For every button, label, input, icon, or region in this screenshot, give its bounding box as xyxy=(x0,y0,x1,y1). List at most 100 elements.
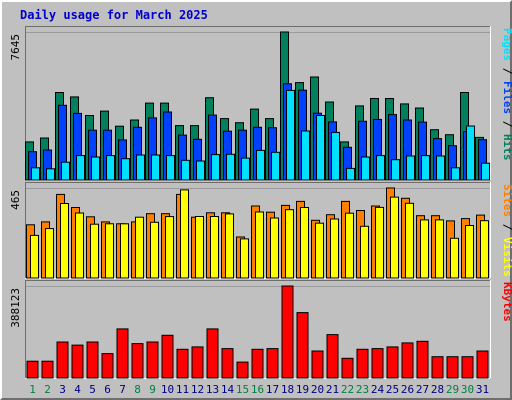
kbytes-bar-day-15 xyxy=(236,361,249,379)
day-label-18: 18 xyxy=(281,383,294,396)
day-label-7: 7 xyxy=(119,383,126,396)
kbytes-bar-day-2 xyxy=(41,360,54,379)
visits-bar-day-1 xyxy=(30,234,39,279)
pages-bar-day-22 xyxy=(346,167,355,181)
pages-bar-day-28 xyxy=(436,155,445,181)
kbytes-bar-day-12 xyxy=(191,346,204,379)
visits-bar-day-11 xyxy=(180,189,189,279)
day-label-12: 12 xyxy=(191,383,204,396)
kbytes-bar-day-18 xyxy=(281,285,294,379)
day-label-11: 11 xyxy=(176,383,189,396)
visits-bar-day-9 xyxy=(150,221,159,279)
pages-bar-day-10 xyxy=(166,155,175,181)
visits-bar-day-12 xyxy=(195,216,204,279)
kbytes-bar-day-23 xyxy=(356,348,369,379)
day-label-16: 16 xyxy=(251,383,264,396)
day-label-25: 25 xyxy=(386,383,399,396)
kbytes-bar-day-7 xyxy=(116,328,129,379)
visits-bar-day-19 xyxy=(300,207,309,279)
day-label-14: 14 xyxy=(221,383,235,396)
kbytes-bar-day-29 xyxy=(446,356,459,379)
day-label-22: 22 xyxy=(341,383,354,396)
day-label-2: 2 xyxy=(44,383,51,396)
kbytes-bar-day-22 xyxy=(341,357,354,379)
pages-bar-day-11 xyxy=(181,159,190,181)
kbytes-bar-day-24 xyxy=(371,348,384,379)
kbytes-bar-day-16 xyxy=(251,348,264,379)
legend-sites: Sites xyxy=(501,184,512,217)
pages-bar-day-1 xyxy=(31,167,40,181)
day-label-23: 23 xyxy=(356,383,369,396)
pages-bar-day-21 xyxy=(331,131,340,181)
panel-middle-legend: Sites / Visits xyxy=(501,184,512,277)
legend-separator: / xyxy=(501,217,512,231)
day-label-10: 10 xyxy=(161,383,174,396)
kbytes-bar-day-14 xyxy=(221,348,234,379)
visits-bar-day-7 xyxy=(120,223,129,279)
visits-bar-day-8 xyxy=(135,216,144,279)
kbytes-bar-day-11 xyxy=(176,348,189,379)
day-label-21: 21 xyxy=(326,383,339,396)
legend-visits: Visits xyxy=(501,230,512,276)
visits-bar-day-30 xyxy=(465,225,474,279)
panel-top-legend: Pages / Files / Hits xyxy=(501,28,512,161)
visits-bar-day-17 xyxy=(270,217,279,279)
visits-bar-day-18 xyxy=(285,209,294,279)
pages-bar-day-19 xyxy=(301,130,310,181)
day-label-30: 30 xyxy=(461,383,474,396)
day-label-31: 31 xyxy=(476,383,489,396)
pages-bar-day-18 xyxy=(286,89,295,181)
visits-bar-day-10 xyxy=(165,216,174,279)
pages-bar-day-17 xyxy=(271,151,280,181)
visits-bar-day-26 xyxy=(405,202,414,279)
visits-bar-day-5 xyxy=(90,223,99,279)
legend-pages: Pages xyxy=(501,28,512,61)
pages-bar-day-20 xyxy=(316,115,325,181)
pages-bar-day-12 xyxy=(196,160,205,181)
pages-bar-day-23 xyxy=(361,156,370,181)
panel-bottom-legend: KBytes xyxy=(501,282,512,322)
visits-bar-day-13 xyxy=(210,216,219,279)
day-label-3: 3 xyxy=(59,383,66,396)
pages-bar-day-7 xyxy=(121,158,130,181)
kbytes-bar-day-27 xyxy=(416,340,429,379)
day-label-8: 8 xyxy=(134,383,141,396)
panel-bottom-ymax-label: 388123 xyxy=(9,288,22,328)
kbytes-bar-day-8 xyxy=(131,343,144,379)
legend-kbytes: KBytes xyxy=(501,282,512,322)
pages-bar-day-14 xyxy=(226,153,235,181)
visits-bar-day-25 xyxy=(390,196,399,279)
day-label-28: 28 xyxy=(431,383,444,396)
visits-bar-day-23 xyxy=(360,225,369,279)
pages-bar-day-13 xyxy=(211,154,220,181)
pages-bar-day-24 xyxy=(376,155,385,181)
day-label-27: 27 xyxy=(416,383,429,396)
pages-bar-day-26 xyxy=(406,155,415,181)
visits-bar-day-31 xyxy=(480,220,489,279)
day-label-5: 5 xyxy=(89,383,96,396)
legend-hits: Hits xyxy=(501,127,512,160)
panel-top-ymax-label: 7645 xyxy=(9,34,22,61)
kbytes-bar-day-13 xyxy=(206,328,219,379)
kbytes-bar-day-3 xyxy=(56,341,69,379)
kbytes-bar-day-21 xyxy=(326,334,339,379)
visits-bar-day-28 xyxy=(435,219,444,279)
day-label-9: 9 xyxy=(149,383,156,396)
kbytes-bar-day-30 xyxy=(461,356,474,379)
day-label-6: 6 xyxy=(104,383,111,396)
visits-bar-day-3 xyxy=(60,203,69,279)
kbytes-bar-day-10 xyxy=(161,334,174,379)
kbytes-bar-day-20 xyxy=(311,350,324,379)
kbytes-bar-day-1 xyxy=(26,360,39,379)
visits-bar-day-21 xyxy=(330,218,339,279)
panel-middle-ymax-label: 465 xyxy=(9,190,22,210)
legend-files: Files xyxy=(501,74,512,114)
pages-bar-day-27 xyxy=(421,155,430,181)
kbytes-bar-day-4 xyxy=(71,344,84,379)
day-label-26: 26 xyxy=(401,383,414,396)
visits-bar-day-16 xyxy=(255,211,264,279)
visits-bar-day-6 xyxy=(105,223,114,279)
kbytes-bar-day-25 xyxy=(386,346,399,379)
pages-bar-day-30 xyxy=(466,125,475,181)
